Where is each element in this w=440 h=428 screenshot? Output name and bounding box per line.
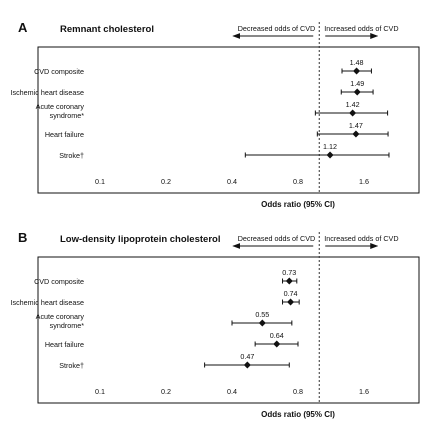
row-label: CVD composite bbox=[34, 67, 84, 76]
or-point bbox=[243, 361, 251, 369]
row-label: Ischemic heart disease bbox=[10, 298, 84, 307]
or-point bbox=[353, 88, 361, 96]
x-tick-label: 1.6 bbox=[359, 177, 369, 186]
x-tick-label: 0.8 bbox=[293, 177, 303, 186]
row-label: syndrome* bbox=[50, 321, 85, 330]
or-value-label: 0.73 bbox=[282, 268, 296, 277]
or-point bbox=[349, 109, 357, 117]
or-value-label: 1.49 bbox=[350, 79, 364, 88]
row-label: Ischemic heart disease bbox=[10, 88, 84, 97]
row-label: CVD composite bbox=[34, 277, 84, 286]
panel-title: Remnant cholesterol bbox=[60, 24, 154, 35]
or-point bbox=[353, 67, 361, 75]
or-value-label: 0.64 bbox=[270, 331, 284, 340]
or-value-label: 1.42 bbox=[346, 100, 360, 109]
arrow-decreased-label: Decreased odds of CVD bbox=[238, 234, 316, 243]
x-tick-label: 0.8 bbox=[293, 387, 303, 396]
or-value-label: 0.74 bbox=[284, 289, 298, 298]
panel-label: B bbox=[18, 230, 27, 245]
arrow-increased-label: Increased odds of CVD bbox=[324, 24, 398, 33]
plot-frame bbox=[37, 46, 420, 194]
x-tick-label: 0.2 bbox=[161, 387, 171, 396]
x-tick-label: 0.4 bbox=[227, 177, 237, 186]
x-tick-label: 0.2 bbox=[161, 177, 171, 186]
row-label: Acute coronary bbox=[36, 102, 85, 111]
row-label: Heart failure bbox=[45, 340, 84, 349]
x-tick-label: 0.4 bbox=[227, 387, 237, 396]
x-axis-title: Odds ratio (95% CI) bbox=[261, 410, 335, 419]
or-point bbox=[352, 130, 360, 138]
x-axis-title: Odds ratio (95% CI) bbox=[261, 200, 335, 209]
or-value-label: 1.48 bbox=[350, 58, 364, 67]
or-value-label: 0.47 bbox=[240, 352, 254, 361]
row-label: Heart failure bbox=[45, 130, 84, 139]
x-tick-label: 1.6 bbox=[359, 387, 369, 396]
arrow-increased-label: Increased odds of CVD bbox=[324, 234, 398, 243]
or-point bbox=[258, 319, 266, 327]
panel-label: A bbox=[18, 20, 28, 35]
x-tick-label: 0.1 bbox=[95, 387, 105, 396]
or-point bbox=[287, 298, 295, 306]
or-value-label: 1.12 bbox=[323, 142, 337, 151]
row-label: Acute coronary bbox=[36, 312, 85, 321]
or-value-label: 1.47 bbox=[349, 121, 363, 130]
row-label: syndrome* bbox=[50, 111, 85, 120]
or-point bbox=[285, 277, 293, 285]
row-label: Stroke† bbox=[59, 151, 84, 160]
panel-title: Low-density lipoprotein cholesterol bbox=[60, 234, 220, 245]
panel-a: A Remnant cholesterol Decreased odds of CV… bbox=[10, 20, 420, 209]
or-point bbox=[326, 151, 334, 159]
plot-frame bbox=[37, 256, 420, 404]
or-point bbox=[273, 340, 281, 348]
arrow-decreased-label: Decreased odds of CVD bbox=[238, 24, 316, 33]
x-tick-label: 0.1 bbox=[95, 177, 105, 186]
row-label: Stroke† bbox=[59, 361, 84, 370]
panel-b: B Low-density lipoprotein cholesterol Decr… bbox=[10, 230, 420, 419]
or-value-label: 0.55 bbox=[255, 310, 269, 319]
